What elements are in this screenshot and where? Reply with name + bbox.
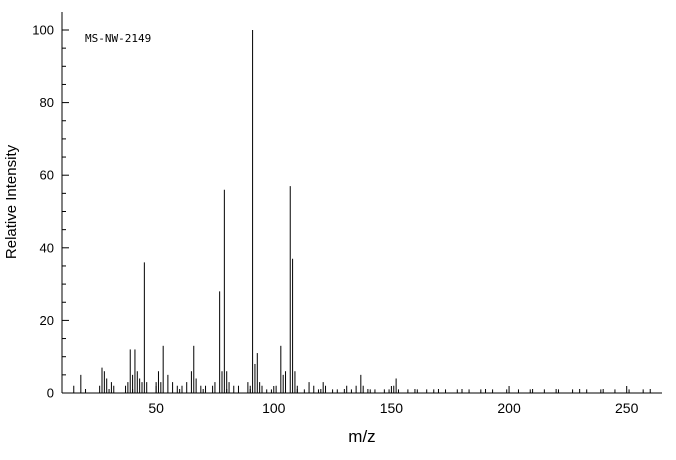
y-axis-title: Relative Intensity (3, 144, 20, 259)
x-tick-label: 100 (262, 400, 286, 416)
y-tick-label: 20 (40, 313, 54, 328)
x-tick-label: 150 (380, 400, 404, 416)
y-tick-label: 40 (40, 240, 54, 255)
x-axis-title: m/z (348, 427, 375, 446)
y-tick-label: 0 (47, 386, 54, 401)
x-tick-label: 50 (148, 400, 164, 416)
y-tick-label: 100 (32, 23, 54, 38)
plot-area: 0 20 40 60 80 100 50 100 150 200 250 (32, 12, 662, 416)
y-tick-label: 60 (40, 168, 54, 183)
y-tick-label: 80 (40, 95, 54, 110)
spectrum-id-label: MS-NW-2149 (85, 32, 151, 45)
x-tick-label: 200 (497, 400, 521, 416)
x-tick-label: 250 (615, 400, 639, 416)
